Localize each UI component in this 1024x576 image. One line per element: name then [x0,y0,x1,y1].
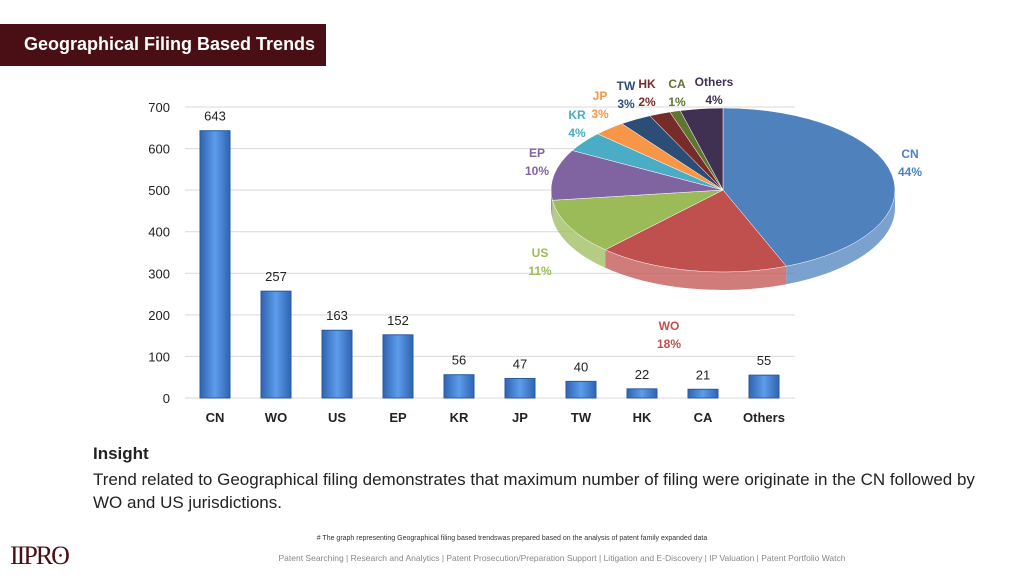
x-tick-label: KR [450,410,469,425]
pie-label-us: US [532,246,549,260]
pie-pct-others: 4% [705,93,723,107]
x-tick-label: WO [265,410,287,425]
pie-slice-cn [722,107,896,267]
pie-slice-others [679,107,724,191]
pie-label-tw: TW [617,79,636,93]
x-tick-label: JP [512,410,528,425]
pie-pct-tw: 3% [617,97,635,111]
y-tick-label: 600 [148,142,170,157]
footnote: # The graph representing Geographical fi… [316,535,708,542]
bar-hk [626,388,658,399]
pie-label-wo: WO [659,319,680,333]
bar-wo [260,290,292,399]
data-label-us: 163 [326,308,348,323]
data-label-kr: 56 [452,353,466,368]
data-label-others: 55 [757,353,771,368]
x-tick-label: CA [694,410,713,425]
data-label-ep: 152 [387,313,409,328]
data-label-ca: 21 [696,367,710,382]
pie-label-ep: EP [529,146,545,160]
y-tick-label: 200 [148,308,170,323]
bar-tw [565,380,597,399]
pie-label-kr: KR [568,108,586,122]
bar-others [748,374,780,399]
pie-label-jp: JP [593,89,608,103]
bar-us [321,329,353,399]
bar-ep [382,334,414,399]
bar-ca [687,388,719,399]
y-tick-label: 100 [148,349,170,364]
pie-side-us [552,200,606,268]
pie-pct-jp: 3% [591,107,609,121]
pie-pct-wo: 18% [657,337,681,351]
pie-label-cn: CN [901,147,918,161]
pie-label-ca: CA [668,77,686,91]
data-label-hk: 22 [635,367,649,382]
data-label-tw: 40 [574,359,588,374]
data-label-cn: 643 [204,109,226,124]
x-tick-label: CN [206,410,225,425]
pie-pct-ca: 1% [668,95,686,109]
data-label-wo: 257 [265,269,287,284]
pie-side-wo [605,249,787,290]
bar-cn [199,130,231,399]
footer-services: Patent Searching | Research and Analytic… [278,553,846,563]
x-tick-label: TW [571,410,592,425]
y-tick-label: 400 [148,225,170,240]
page-title: Geographical Filing Based Trends [0,24,326,66]
y-tick-label: 0 [163,391,170,406]
insight-text: Trend related to Geographical filing dem… [93,470,975,512]
y-tick-label: 500 [148,183,170,198]
iiprd-logo: IIPRʘ [10,541,70,570]
pie-pct-ep: 10% [525,164,549,178]
pie-slice-wo [604,189,787,273]
pie-side-ep [551,190,553,219]
pie-side-cn [786,190,895,285]
pie-label-hk: HK [638,77,656,91]
y-tick-label: 700 [148,100,170,115]
data-label-jp: 47 [513,356,527,371]
x-tick-label: US [328,410,346,425]
x-tick-label: HK [633,410,652,425]
pie-pct-hk: 2% [638,95,656,109]
pie-pct-us: 11% [528,264,552,278]
x-tick-label: Others [743,410,785,425]
pie-pct-cn: 44% [898,165,922,179]
pie-slice-us [552,189,724,251]
bar-kr [443,374,475,399]
pie-pct-kr: 4% [568,126,586,140]
pie-slice-ep [550,150,724,201]
pie-label-others: Others [695,75,734,89]
bar-jp [504,377,536,399]
insight-heading: Insight [93,444,149,463]
x-tick-label: EP [389,410,407,425]
y-tick-label: 300 [148,266,170,281]
